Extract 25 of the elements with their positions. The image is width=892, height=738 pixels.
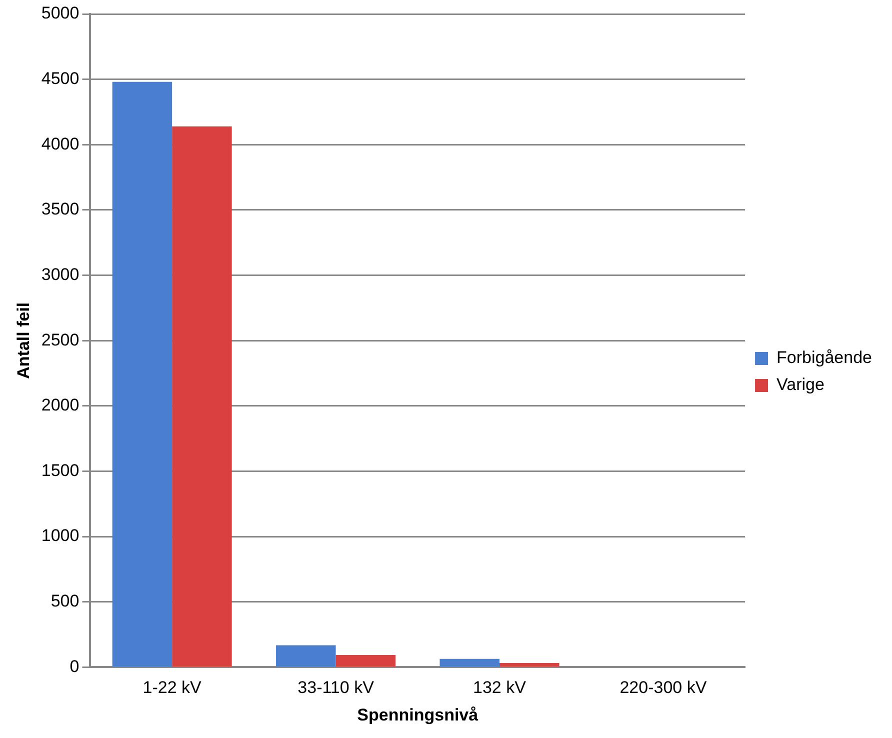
bar	[499, 663, 560, 666]
y-tick-label: 500	[50, 592, 80, 611]
y-tick-label: 3000	[41, 264, 80, 284]
bar	[336, 655, 396, 666]
x-tick-label: 1-22 kV	[142, 678, 202, 698]
legend-label: Varige	[776, 375, 824, 394]
bar	[440, 658, 500, 666]
y-tick-label: 4000	[41, 134, 80, 154]
y-tick-label: 5000	[41, 4, 80, 23]
x-tick-label: 220-300 kV	[620, 678, 708, 698]
bar	[172, 126, 232, 666]
bar	[276, 645, 336, 666]
legend-label: Forbigående	[776, 348, 872, 368]
y-axis-title: Antall feil	[14, 302, 33, 379]
y-tick-label: 2500	[41, 330, 80, 350]
y-tick-label: 1000	[41, 526, 80, 546]
y-tick-label: 3500	[41, 200, 80, 219]
bar	[112, 82, 172, 666]
y-tick-label: 4500	[41, 69, 80, 88]
y-tick-label: 0	[70, 656, 80, 676]
x-tick-label: 33-110 kV	[298, 678, 375, 698]
y-tick-label: 1500	[41, 460, 80, 480]
x-axis-title: Spenningsnivå	[357, 705, 479, 724]
y-tick-label: 2000	[41, 396, 80, 415]
x-tick-label: 132 kV	[473, 678, 527, 698]
